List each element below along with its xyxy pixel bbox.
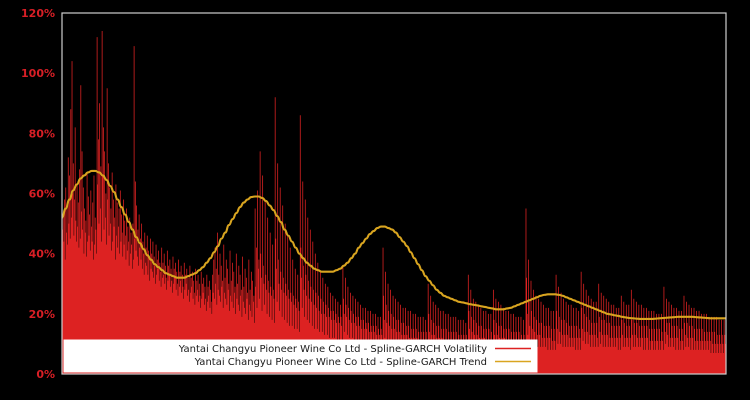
- plot-frame: [61, 12, 727, 375]
- legend-label-volatility: Yantai Changyu Pioneer Wine Co Ltd - Spl…: [178, 344, 487, 355]
- y-axis-tick-label: 100%: [21, 67, 55, 80]
- y-axis-tick-labels: 0% 20% 40% 60% 80% 100% 120%: [21, 7, 55, 381]
- trend-series: [62, 169, 726, 321]
- y-axis-tick-label: 0%: [36, 368, 55, 381]
- legend-background: [63, 339, 538, 373]
- legend-label-trend: Yantai Changyu Pioneer Wine Co Ltd - Spl…: [194, 357, 487, 368]
- y-axis-tick-label: 60%: [29, 188, 55, 201]
- y-axis-tick-label: 40%: [29, 248, 55, 261]
- y-axis-tick-label: 120%: [21, 7, 55, 20]
- y-axis-tick-label: 80%: [29, 127, 55, 140]
- chart-legend: Yantai Changyu Pioneer Wine Co Ltd - Spl…: [63, 339, 538, 373]
- y-axis-tick-label: 20%: [29, 308, 55, 321]
